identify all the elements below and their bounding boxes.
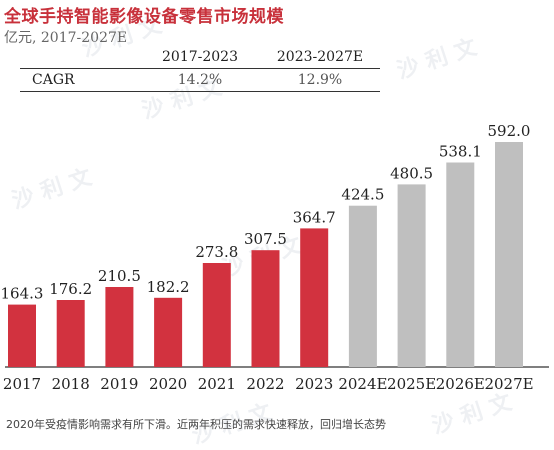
value-label-2020: 182.2 [147,278,190,296]
value-label-2021: 273.8 [195,243,238,261]
bar-2017 [8,304,36,367]
footnote: 2020年受疫情影响需求有所下滑。近两年积压的需求快速释放，回归增长态势 [6,418,386,431]
bar-2027E [495,142,523,367]
bar-2019 [105,287,134,367]
value-label-2022: 307.5 [244,230,287,248]
value-label-2027E: 592.0 [488,122,531,140]
bar-2024E [348,205,377,367]
cagr-value-2023-2027e: 12.9% [297,72,343,88]
x-tick-label-2019: 2019 [100,375,138,393]
bar-2023 [300,228,329,367]
cagr-table-header: 2017-2023 2023-2027E [20,46,380,69]
x-tick-label-2023: 2023 [295,375,333,393]
cagr-value-2017-2023: 14.2% [177,72,223,88]
x-tick-label-2021: 2021 [198,375,236,393]
bar-2018 [56,300,85,367]
x-tick-label-2020: 2020 [149,375,187,393]
cagr-header-period-1: 2017-2023 [162,49,238,65]
value-label-2024E: 424.5 [341,186,384,204]
cagr-row-label: CAGR [32,72,75,88]
x-tick-label-2022: 2022 [246,375,284,393]
x-tick-label-2026E: 2026E [436,375,485,393]
x-tick-label-2018: 2018 [52,375,90,393]
value-label-2017: 164.3 [1,285,44,303]
x-tick-label-2017: 2017 [3,375,41,393]
value-label-2019: 210.5 [98,267,141,285]
bar-2020 [154,297,183,367]
x-tick-label-2024E: 2024E [338,375,387,393]
x-tick-label-2027E: 2027E [484,375,533,393]
cagr-header-blank [20,46,140,69]
bar-2026E [446,162,475,367]
value-label-2025E: 480.5 [390,164,433,182]
cagr-table: 2017-2023 2023-2027E CAGR 14.2% 12.9% [20,46,380,92]
cagr-row: CAGR 14.2% 12.9% [20,69,380,92]
value-label-2023: 364.7 [293,208,336,226]
bar-2022 [251,250,280,367]
chart-title: 全球手持智能影像设备零售市场规模 [4,7,284,27]
value-label-2018: 176.2 [49,280,92,298]
cagr-header-period-2: 2023-2027E [276,49,364,65]
x-tick-label-2025E: 2025E [387,375,436,393]
bar-2021 [202,263,231,367]
chart-subtitle: 亿元, 2017-2027E [4,30,128,46]
value-label-2026E: 538.1 [439,143,482,161]
bar-2025E [397,184,426,367]
